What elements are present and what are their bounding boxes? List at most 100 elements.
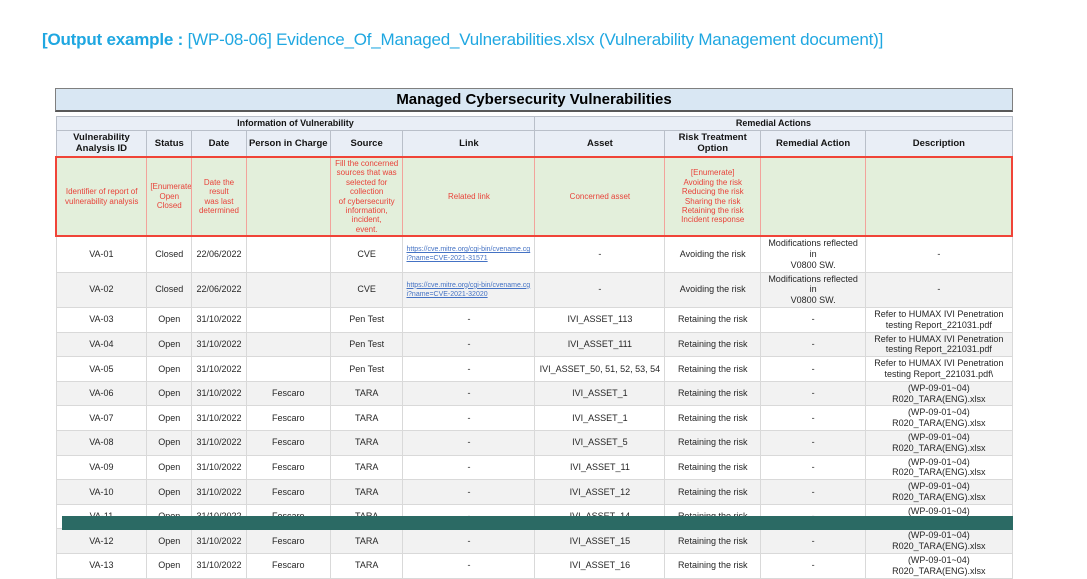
cell-person-in-charge: Fescaro bbox=[245, 479, 331, 505]
cell-person-in-charge bbox=[245, 271, 331, 309]
cell-description: Refer to HUMAX IVI Penetration testing R… bbox=[865, 331, 1013, 358]
column-header: Source bbox=[329, 129, 404, 158]
cell-person-in-charge: Fescaro bbox=[245, 553, 331, 579]
cell-analysis-id: VA-01 bbox=[55, 235, 148, 273]
cell-asset: IVI_ASSET_50, 51, 52, 53, 54 bbox=[534, 356, 666, 382]
cell-date: 31/10/2022 bbox=[191, 553, 247, 579]
instruction-cell bbox=[865, 155, 1014, 238]
cell-person-in-charge: Fescaro bbox=[245, 528, 331, 554]
cell-description: (WP-09-01~04) R020_TARA(ENG).xlsx bbox=[865, 479, 1013, 505]
cell-asset: IVI_ASSET_15 bbox=[534, 528, 666, 554]
cve-link[interactable]: https://cve.mitre.org/cgi-bin/cvename.cg… bbox=[406, 246, 531, 263]
cell-description: (WP-09-01~04) R020_TARA(ENG).xlsx bbox=[865, 454, 1013, 481]
cell-remedial-action: - bbox=[760, 479, 867, 505]
cell-remedial-action: - bbox=[760, 528, 867, 554]
column-header: Risk Treatment Option bbox=[664, 129, 762, 158]
cell-description: Refer to HUMAX IVI Penetration testing R… bbox=[865, 356, 1013, 382]
cell-date: 31/10/2022 bbox=[191, 430, 247, 456]
cell-person-in-charge bbox=[245, 307, 331, 333]
cell-link: - bbox=[402, 454, 536, 481]
cell-source: CVE bbox=[329, 235, 404, 273]
cell-link: - bbox=[402, 307, 536, 333]
group-header-information: Information of Vulnerability bbox=[55, 116, 536, 131]
cell-link: - bbox=[402, 553, 536, 579]
cell-remedial-action: - bbox=[760, 380, 867, 407]
spreadsheet: Managed Cybersecurity Vulnerabilities In… bbox=[55, 88, 1014, 579]
cell-date: 31/10/2022 bbox=[191, 380, 247, 407]
cell-person-in-charge bbox=[245, 235, 331, 273]
cell-date: 22/06/2022 bbox=[191, 235, 247, 273]
cell-remedial-action: - bbox=[760, 331, 867, 358]
cell-asset: - bbox=[534, 271, 666, 309]
column-header: Asset bbox=[534, 129, 666, 158]
cell-link: - bbox=[402, 356, 536, 382]
cell-risk-treatment-option: Retaining the risk bbox=[664, 356, 762, 382]
cell-description: (WP-09-01~04) R020_TARA(ENG).xlsx bbox=[865, 553, 1013, 579]
cell-analysis-id: VA-13 bbox=[55, 553, 148, 579]
cell-description: (WP-09-01~04) R020_TARA(ENG).xlsx bbox=[865, 528, 1013, 554]
cell-person-in-charge bbox=[245, 331, 331, 358]
cell-source: TARA bbox=[329, 405, 404, 432]
column-header: Vulnerability Analysis ID bbox=[55, 129, 148, 158]
cell-analysis-id: VA-07 bbox=[55, 405, 148, 432]
cell-analysis-id: VA-12 bbox=[55, 528, 148, 554]
instruction-cell: Related link bbox=[402, 155, 536, 238]
cell-source: Pen Test bbox=[329, 307, 404, 333]
instruction-cell: Concerned asset bbox=[534, 155, 666, 238]
cell-description: Refer to HUMAX IVI Penetration testing R… bbox=[865, 307, 1013, 333]
cell-link: - bbox=[402, 331, 536, 358]
cell-asset: IVI_ASSET_1 bbox=[534, 405, 666, 432]
column-header: Description bbox=[865, 129, 1013, 158]
cell-source: TARA bbox=[329, 430, 404, 456]
cell-person-in-charge bbox=[245, 356, 331, 382]
cell-analysis-id: VA-09 bbox=[55, 454, 148, 481]
caption: [Output example : [WP-08-06] Evidence_Of… bbox=[42, 30, 883, 50]
cell-status: Closed bbox=[146, 235, 193, 273]
vulnerability-table: Information of Vulnerability Remedial Ac… bbox=[55, 116, 1014, 579]
cell-remedial-action: - bbox=[760, 454, 867, 481]
caption-filename: [WP-08-06] Evidence_Of_Managed_Vulnerabi… bbox=[183, 30, 884, 49]
cell-description: - bbox=[865, 271, 1013, 309]
cell-analysis-id: VA-02 bbox=[55, 271, 148, 309]
cell-asset: IVI_ASSET_11 bbox=[534, 454, 666, 481]
cell-risk-treatment-option: Retaining the risk bbox=[664, 307, 762, 333]
cell-status: Open bbox=[146, 553, 193, 579]
cell-asset: - bbox=[534, 235, 666, 273]
table-row: VA-09 Open 31/10/2022 Fescaro TARA - IVI_ASSET… bbox=[55, 454, 1013, 481]
cell-status: Open bbox=[146, 307, 193, 333]
instruction-cell: [Enumerate] Avoiding the risk Reducing t… bbox=[664, 155, 762, 238]
cell-person-in-charge: Fescaro bbox=[245, 405, 331, 432]
table-row: VA-01 Closed 22/06/2022 CVE https://cve.mitr… bbox=[55, 235, 1013, 273]
cell-status: Open bbox=[146, 479, 193, 505]
cell-source: Pen Test bbox=[329, 331, 404, 358]
cell-source: TARA bbox=[329, 454, 404, 481]
cell-status: Open bbox=[146, 380, 193, 407]
cell-link: https://cve.mitre.org/cgi-bin/cvename.cg… bbox=[402, 235, 536, 273]
table-row: VA-04 Open 31/10/2022 Pen Test - IVI_ASSET_11… bbox=[55, 331, 1013, 358]
cell-asset: IVI_ASSET_113 bbox=[534, 307, 666, 333]
group-header-remedial: Remedial Actions bbox=[534, 116, 1013, 131]
page: { "caption": { "bold": "[Output example … bbox=[42, 30, 1014, 579]
cell-status: Closed bbox=[146, 271, 193, 309]
cell-remedial-action: - bbox=[760, 430, 867, 456]
cell-source: TARA bbox=[329, 479, 404, 505]
table-row: VA-06 Open 31/10/2022 Fescaro TARA - IVI_ASSET… bbox=[55, 380, 1013, 407]
cell-date: 22/06/2022 bbox=[191, 271, 247, 309]
cell-asset: IVI_ASSET_1 bbox=[534, 380, 666, 407]
cell-analysis-id: VA-03 bbox=[55, 307, 148, 333]
cell-description: (WP-09-01~04) R020_TARA(ENG).xlsx bbox=[865, 380, 1013, 407]
column-header: Status bbox=[146, 129, 193, 158]
cell-risk-treatment-option: Retaining the risk bbox=[664, 380, 762, 407]
cell-status: Open bbox=[146, 331, 193, 358]
cell-description: - bbox=[865, 235, 1013, 273]
cell-status: Open bbox=[146, 405, 193, 432]
cell-date: 31/10/2022 bbox=[191, 356, 247, 382]
cve-link[interactable]: https://cve.mitre.org/cgi-bin/cvename.cg… bbox=[406, 281, 531, 298]
cell-date: 31/10/2022 bbox=[191, 331, 247, 358]
cell-status: Open bbox=[146, 356, 193, 382]
cell-analysis-id: VA-04 bbox=[55, 331, 148, 358]
table-row: VA-07 Open 31/10/2022 Fescaro TARA - IVI_ASSET… bbox=[55, 405, 1013, 432]
table-row: VA-10 Open 31/10/2022 Fescaro TARA - IVI_ASSET… bbox=[55, 479, 1013, 505]
cell-date: 31/10/2022 bbox=[191, 479, 247, 505]
group-header-row: Information of Vulnerability Remedial Ac… bbox=[55, 116, 1013, 131]
